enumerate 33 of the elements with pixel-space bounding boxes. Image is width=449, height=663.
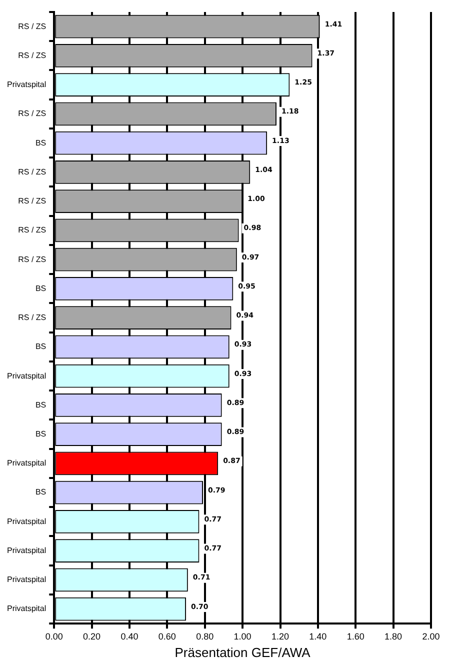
x-tick-label: 0.20	[83, 631, 101, 642]
y-tick-label: Privatspital	[7, 546, 46, 555]
y-tick-label: Privatspital	[7, 604, 46, 614]
x-tick-label: 1.40	[309, 631, 327, 642]
y-tick-label: Privatspital	[7, 458, 46, 468]
y-tick-label: Privatspital	[7, 516, 46, 526]
y-tick-label: RS / ZS	[18, 226, 46, 235]
x-tick-label: 1.80	[384, 631, 402, 642]
y-tick-label: Privatspital	[7, 80, 46, 90]
y-tick-label: RS / ZS	[18, 109, 46, 118]
x-tick-label: 1.20	[271, 631, 290, 642]
y-tick-label: BS	[35, 430, 46, 438]
y-tick-label: RS / ZS	[18, 196, 46, 206]
y-tick-label: RS / ZS	[18, 254, 46, 264]
y-tick-label: BS	[35, 342, 46, 352]
x-tick-label: 0.00	[45, 631, 63, 642]
x-axis-title: Präsentation GEF/AWA	[174, 644, 311, 660]
x-tick-label: 2.00	[422, 631, 440, 642]
y-tick-label: BS	[35, 488, 46, 497]
x-tick-label: 1.60	[346, 631, 364, 642]
x-tick-label: 0.60	[158, 631, 176, 642]
x-tick-label: 1.00	[234, 631, 252, 642]
y-tick-label: BS	[35, 138, 46, 148]
y-tick-label: RS / ZS	[18, 313, 46, 322]
y-tick-label: RS / ZS	[18, 22, 46, 31]
y-tick-label: BS	[35, 400, 46, 410]
y-tick-label: BS	[35, 284, 46, 293]
x-tick-label: 0.80	[196, 631, 214, 642]
y-tick-label: Privatspital	[7, 575, 46, 584]
y-tick-label: RS / ZS	[18, 50, 46, 60]
x-tick-label: 0.40	[120, 631, 138, 642]
y-tick-label: RS / ZS	[18, 167, 46, 176]
y-tick-label: Privatspital	[7, 371, 46, 380]
